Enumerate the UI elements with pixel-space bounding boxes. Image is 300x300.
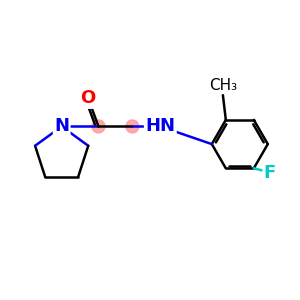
- Circle shape: [126, 120, 139, 133]
- Text: HN: HN: [145, 117, 175, 135]
- Text: N: N: [54, 117, 69, 135]
- Circle shape: [92, 120, 105, 133]
- Text: CH₃: CH₃: [209, 78, 237, 93]
- Text: F: F: [264, 164, 276, 182]
- Text: O: O: [80, 89, 96, 107]
